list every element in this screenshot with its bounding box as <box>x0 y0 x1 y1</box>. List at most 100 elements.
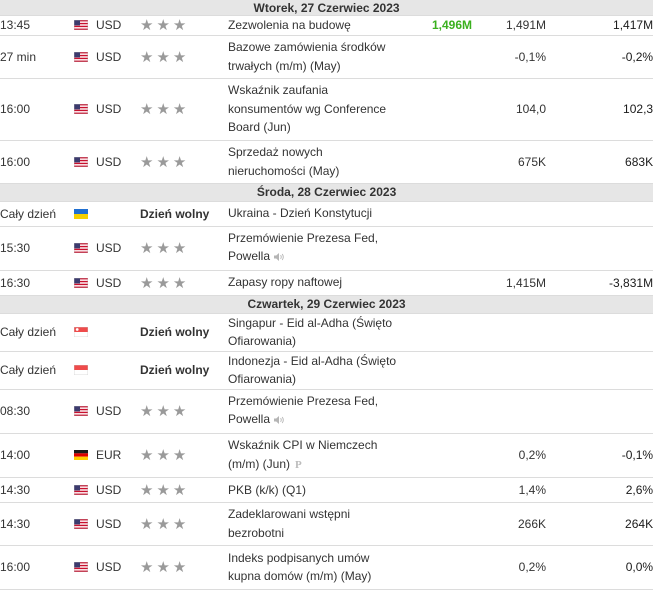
event-actual <box>408 313 472 352</box>
event-name-line: Sprzedaż nowych <box>228 145 323 159</box>
event-actual <box>408 78 472 141</box>
event-name-line: konsumentów wg Conference <box>228 101 387 116</box>
importance-stars: ★★★ <box>140 389 228 434</box>
event-time: 14:30 <box>0 502 74 546</box>
event-currency: USD <box>96 477 140 503</box>
event-name[interactable]: Zadeklarowani wstępni bezrobotni <box>228 502 408 546</box>
us-flag-icon <box>73 484 89 496</box>
event-row[interactable]: 08:30 USD ★★★ Przemówienie Prezesa Fed, Powe… <box>0 389 653 434</box>
event-row[interactable]: 27 min USD ★★★ Bazowe zamówienia środków trw… <box>0 35 653 79</box>
importance-stars: ★★★ <box>140 433 228 478</box>
event-row[interactable]: 15:30 USD ★★★ Przemówienie Prezesa Fed, Powe… <box>0 226 653 271</box>
event-name[interactable]: Bazowe zamówienia środków trwałych (m/m) … <box>228 35 408 79</box>
event-name[interactable]: PKB (k/k) (Q1) <box>228 477 408 503</box>
event-time: 27 min <box>0 35 74 79</box>
event-previous <box>546 389 653 434</box>
event-time: 16:00 <box>0 140 74 184</box>
event-name-line: Indonezja - Eid al-Adha (Święto Ofiarowa… <box>228 353 397 387</box>
preliminary-icon: P <box>295 458 302 471</box>
event-previous: 2,6% <box>546 477 653 503</box>
event-previous: -0,2% <box>546 35 653 79</box>
holiday-label: Dzień wolny <box>140 313 228 352</box>
event-name[interactable]: Wskaźnik zaufania konsumentów wg Conferen… <box>228 78 408 141</box>
event-name-line: Zadeklarowani wstępni <box>228 507 351 522</box>
event-actual: 1,496M <box>408 15 472 36</box>
event-name[interactable]: Wskaźnik CPI w Niemczech (m/m) (Jun) P <box>228 433 408 478</box>
event-row[interactable]: 16:00 USD ★★★ Wskaźnik zaufania konsumentów … <box>0 78 653 141</box>
event-row[interactable]: Cały dzień Dzień wolny Ukraina - Dzień Kon… <box>0 201 653 227</box>
event-currency: USD <box>96 78 140 141</box>
us-flag-icon <box>73 277 89 288</box>
importance-stars: ★★★ <box>140 477 228 503</box>
holiday-label: Dzień wolny <box>140 201 228 227</box>
event-row[interactable]: 14:30 USD ★★★ Zadeklarowani wstępni bezrobot… <box>0 502 653 546</box>
us-flag-icon <box>73 518 89 530</box>
importance-stars: ★★★ <box>140 502 228 546</box>
event-row[interactable]: 13:45 USD ★★★ Zezwolenia na budowę 1,496M 1,4… <box>0 15 653 36</box>
event-name-line: Bazowe zamówienia środków <box>228 40 386 54</box>
event-name-line: Wskaźnik zaufania <box>228 83 329 98</box>
event-name-line: PKB (k/k) (Q1) <box>228 482 307 497</box>
event-name[interactable]: Zapasy ropy naftowej <box>228 270 408 296</box>
event-row[interactable]: 16:30 USD ★★★ Zapasy ropy naftowej 1,415M -3,… <box>0 270 653 296</box>
event-name-line: bezrobotni <box>228 525 285 540</box>
event-name-line: Wskaźnik CPI w Niemczech <box>228 438 378 453</box>
event-row[interactable]: Cały dzień Dzień wolny Indonezja - Eid al-… <box>0 351 653 390</box>
event-currency: USD <box>96 389 140 434</box>
event-time: 13:45 <box>0 15 74 36</box>
event-actual <box>408 389 472 434</box>
event-row[interactable]: Cały dzień Dzień wolny Singapur - Eid al-A… <box>0 313 653 352</box>
event-previous: -0,1% <box>546 433 653 478</box>
event-currency <box>96 351 140 390</box>
us-flag-icon <box>73 561 89 573</box>
us-flag-icon <box>73 405 89 417</box>
event-time: Cały dzień <box>0 313 74 352</box>
event-name-line: Przemówienie Prezesa Fed, <box>228 230 379 245</box>
event-currency <box>96 201 140 227</box>
event-name-line: Przemówienie Prezesa Fed, <box>228 393 379 408</box>
day-date: Wtorek, 27 Czerwiec 2023 <box>0 0 653 16</box>
event-name-line: Powella <box>228 412 271 427</box>
us-flag-icon <box>73 103 89 115</box>
ua-flag-icon <box>74 208 88 219</box>
event-forecast: -0,1% <box>472 35 546 79</box>
event-name[interactable]: Indonezja - Eid al-Adha (Święto Ofiarowa… <box>228 351 408 390</box>
event-previous: 264K <box>546 502 653 546</box>
event-previous <box>546 351 653 390</box>
event-name[interactable]: Sprzedaż nowych nieruchomości (May) <box>228 140 408 184</box>
speaker-icon <box>273 249 285 268</box>
us-flag-icon <box>73 19 89 31</box>
event-name[interactable]: Ukraina - Dzień Konstytucji <box>228 201 408 227</box>
event-name-line: Singapur - Eid al-Adha (Święto Ofiarowan… <box>228 315 393 349</box>
event-previous <box>546 226 653 271</box>
day-date: Środa, 28 Czerwiec 2023 <box>0 183 653 202</box>
importance-stars: ★★★ <box>140 78 228 141</box>
event-actual <box>408 433 472 478</box>
event-previous: 683K <box>546 140 653 184</box>
event-name[interactable]: Przemówienie Prezesa Fed, Powella <box>228 389 408 434</box>
day-header-row: Czwartek, 29 Czerwiec 2023 <box>0 295 653 314</box>
event-forecast: 675K <box>472 140 546 184</box>
event-name[interactable]: Singapur - Eid al-Adha (Święto Ofiarowan… <box>228 313 408 352</box>
event-actual <box>408 35 472 79</box>
event-row[interactable]: 14:30 USD ★★★ PKB (k/k) (Q1) 1,4% 2,6% <box>0 477 653 503</box>
event-name-line: Powella <box>228 249 271 264</box>
event-forecast: 0,2% <box>472 433 546 478</box>
event-row[interactable]: 16:00 USD ★★★ Sprzedaż nowych nieruchomości … <box>0 140 653 184</box>
event-actual <box>408 226 472 271</box>
event-name[interactable]: Przemówienie Prezesa Fed, Powella <box>228 226 408 271</box>
event-row[interactable]: 14:00 EUR ★★★ Wskaźnik CPI w Niemczech (m/m)… <box>0 433 653 478</box>
id-flag-icon <box>73 364 89 376</box>
event-name[interactable]: Zezwolenia na budowę <box>228 15 408 36</box>
event-forecast <box>472 313 546 352</box>
event-name-line: Indeks podpisanych umów <box>228 550 370 565</box>
us-flag-icon <box>73 242 89 254</box>
event-currency: EUR <box>96 433 140 478</box>
importance-stars: ★★★ <box>140 140 228 184</box>
event-actual <box>408 477 472 503</box>
event-name-line: Board (Jun) <box>228 120 291 135</box>
event-previous: 102,3 <box>546 78 653 141</box>
us-flag-icon <box>73 51 89 62</box>
